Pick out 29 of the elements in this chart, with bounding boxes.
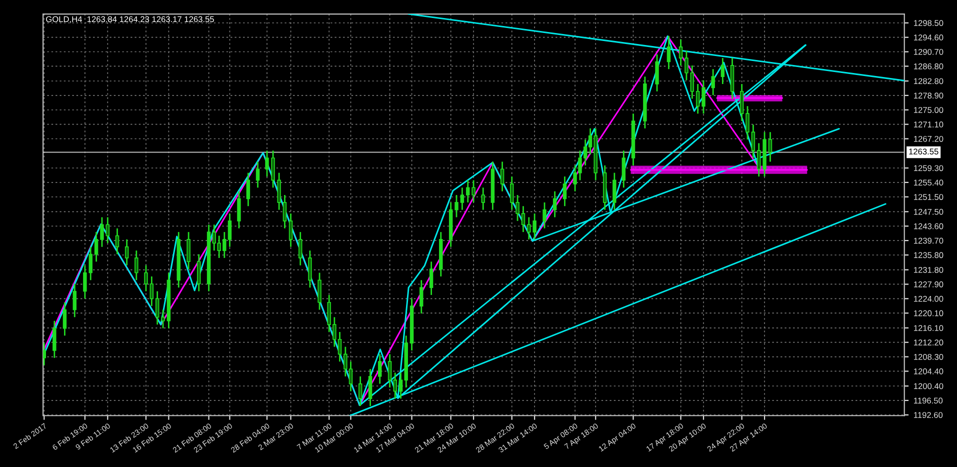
y-tick-label: 1204.40	[914, 368, 944, 374]
y-tick-label: 1239.70	[914, 238, 944, 244]
y-tick-label: 1286.80	[914, 63, 944, 70]
y-tick-label: 1278.90	[914, 92, 944, 99]
y-tick-label: 1298.50	[914, 20, 944, 26]
y-tick-label: 1267.20	[914, 136, 944, 142]
y-tick-label: 1220.10	[914, 310, 944, 316]
y-tick-label: 1275.00	[914, 107, 944, 113]
y-tick-label: 1251.50	[914, 194, 944, 200]
y-tick-label: 1271.10	[914, 122, 944, 128]
y-tick-label: 1290.70	[914, 48, 944, 55]
y-tick-label: 1231.80	[914, 266, 944, 273]
y-tick-label: 1208.30	[914, 354, 944, 360]
y-tick-label: 1200.40	[914, 383, 944, 390]
y-tick-label: 1294.60	[914, 34, 944, 40]
y-tick-label: 1192.60	[914, 412, 943, 418]
y-tick-label: 1282.80	[914, 78, 944, 84]
y-tick-label: 1255.40	[914, 180, 944, 186]
y-tick-label: 1212.20	[914, 340, 944, 346]
y-tick-label: 1243.60	[914, 223, 944, 230]
y-tick-label: 1227.90	[914, 281, 944, 288]
y-tick-label: 1259.30	[914, 165, 944, 172]
chart-title: GOLD,H4 1263.84 1264.23 1263.17 1263.55	[46, 16, 214, 24]
y-tick-label: 1247.50	[914, 208, 944, 215]
ref-line-label: 1263.55	[909, 148, 938, 154]
y-tick-label: 1196.50	[914, 398, 943, 404]
y-tick-label: 1216.10	[914, 325, 944, 332]
y-tick-label: 1235.80	[914, 252, 944, 258]
y-tick-label: 1224.00	[914, 296, 944, 302]
